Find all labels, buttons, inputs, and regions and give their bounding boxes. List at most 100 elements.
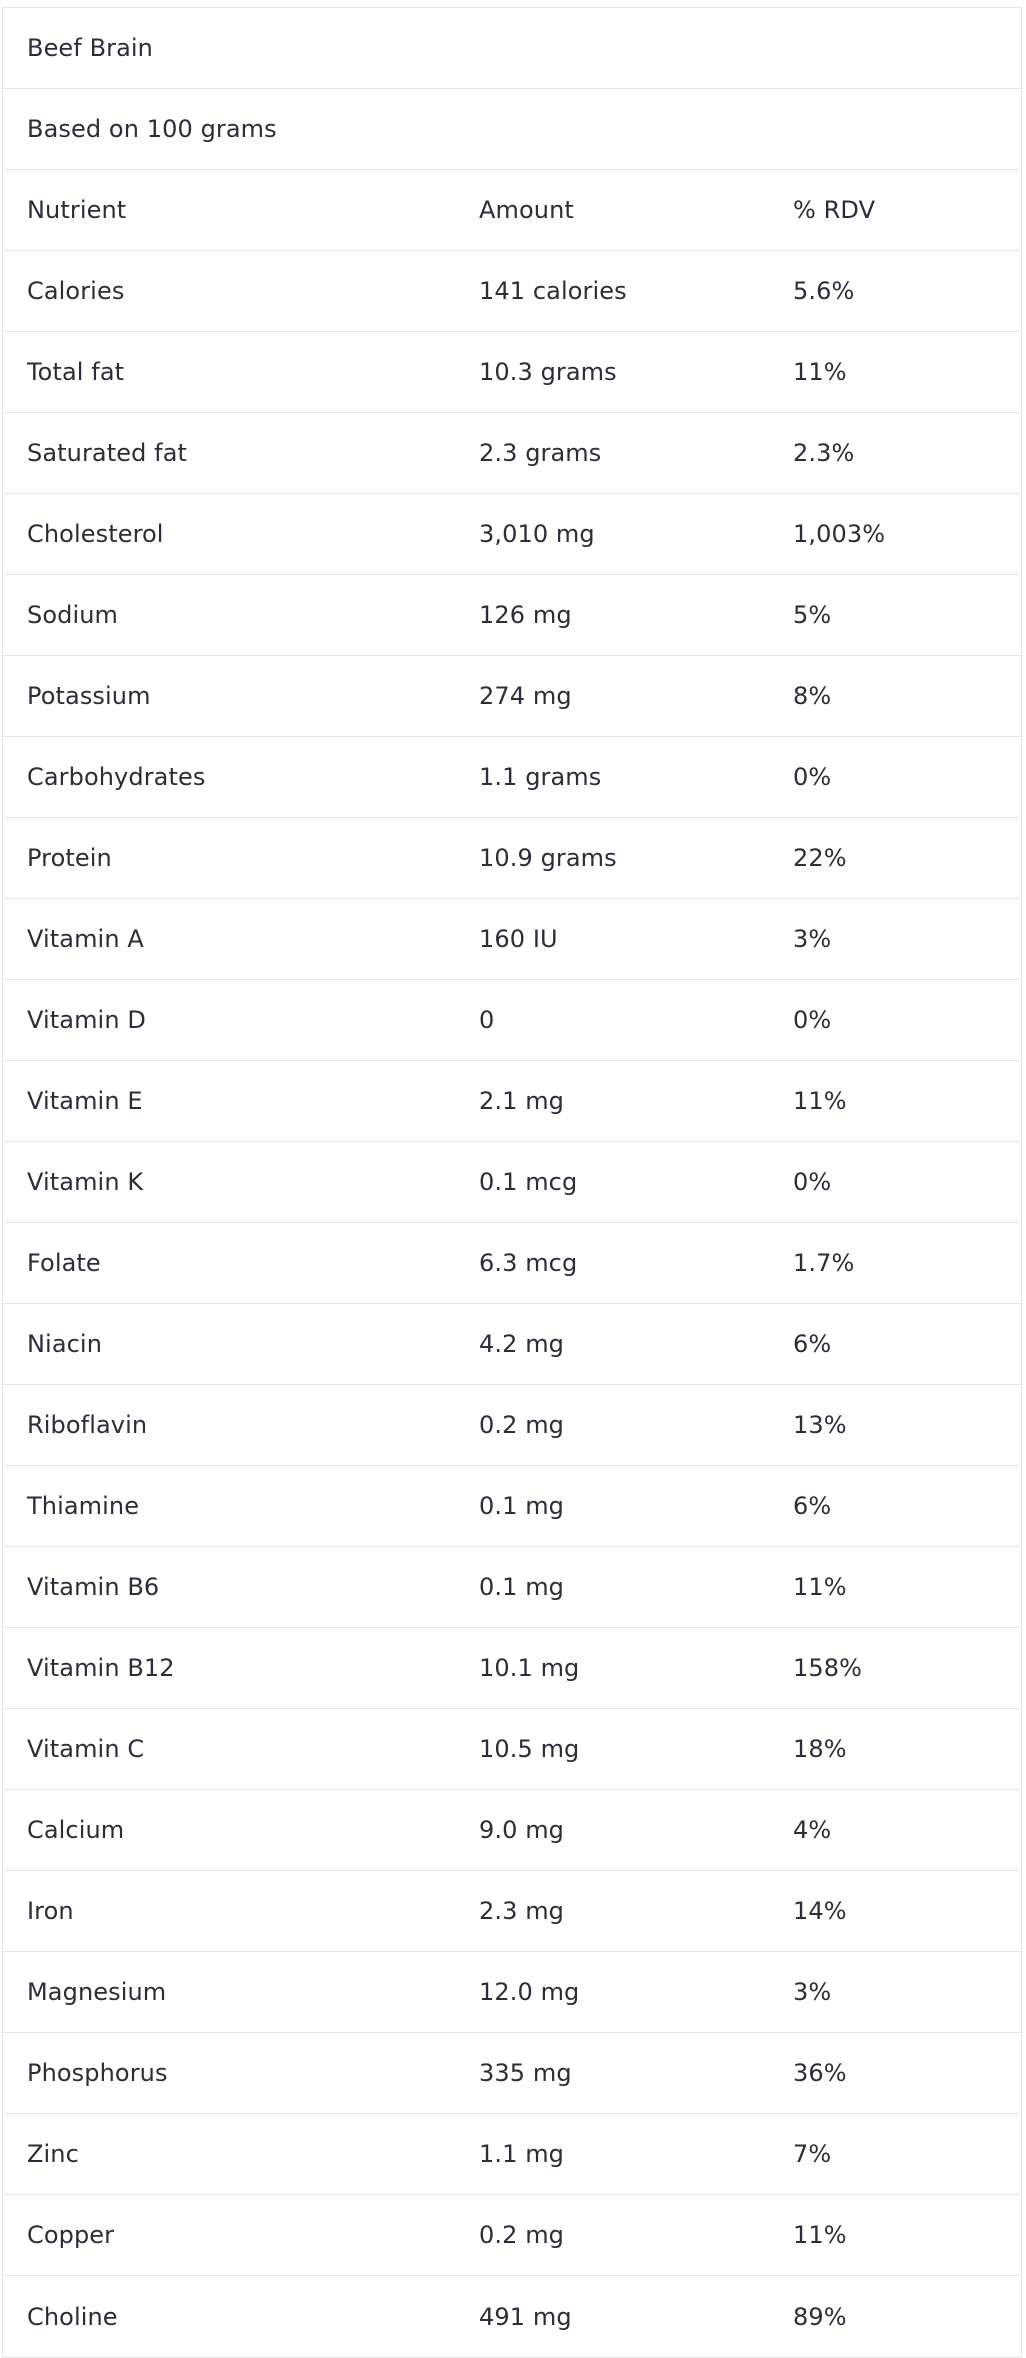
rdv-cell: 11% <box>793 1573 847 1601</box>
rdv-cell: 11% <box>793 358 847 386</box>
amount-cell: 0.2 mg <box>479 1411 565 1439</box>
table-row: Carbohydrates 1.1 grams 0% <box>3 737 1021 818</box>
amount-cell: 6.3 mcg <box>479 1249 578 1277</box>
amount-cell: 0.1 mg <box>479 1573 565 1601</box>
nutrition-table: Beef Brain Based on 100 grams Nutrient A… <box>2 7 1022 2358</box>
amount-cell: 10.1 mg <box>479 1654 580 1682</box>
table-subtitle: Based on 100 grams <box>27 115 277 143</box>
rdv-cell: 0% <box>793 1006 832 1034</box>
rdv-cell: 6% <box>793 1492 832 1520</box>
nutrient-cell: Potassium <box>27 682 151 710</box>
nutrient-cell: Calories <box>27 277 125 305</box>
table-row: Cholesterol 3,010 mg 1,003% <box>3 494 1021 575</box>
nutrient-cell: Niacin <box>27 1330 103 1358</box>
rdv-cell: 11% <box>793 1087 847 1115</box>
amount-cell: 9.0 mg <box>479 1816 565 1844</box>
table-row: Folate 6.3 mcg 1.7% <box>3 1223 1021 1304</box>
rdv-cell: 0% <box>793 763 832 791</box>
nutrient-cell: Sodium <box>27 601 119 629</box>
amount-cell: 1.1 mg <box>479 2140 565 2168</box>
nutrient-cell: Folate <box>27 1249 101 1277</box>
table-row: Thiamine 0.1 mg 6% <box>3 1466 1021 1547</box>
table-body: Calories 141 calories 5.6% Total fat 10.3 gr… <box>3 251 1021 2357</box>
rdv-cell: 3% <box>793 925 832 953</box>
table-row: Choline 491 mg 89% <box>3 2276 1021 2357</box>
rdv-cell: 11% <box>793 2221 847 2249</box>
table-row: Zinc 1.1 mg 7% <box>3 2114 1021 2195</box>
nutrient-cell: Iron <box>27 1897 74 1925</box>
rdv-cell: 4% <box>793 1816 832 1844</box>
amount-cell: 4.2 mg <box>479 1330 565 1358</box>
nutrient-cell: Vitamin K <box>27 1168 144 1196</box>
amount-cell: 2.1 mg <box>479 1087 565 1115</box>
nutrient-cell: Vitamin E <box>27 1087 143 1115</box>
table-title: Beef Brain <box>27 34 153 62</box>
amount-cell: 126 mg <box>479 601 572 629</box>
rdv-cell: 18% <box>793 1735 847 1763</box>
table-row: Vitamin C 10.5 mg 18% <box>3 1709 1021 1790</box>
table-row: Vitamin B12 10.1 mg 158% <box>3 1628 1021 1709</box>
header-rdv: % RDV <box>793 196 876 224</box>
amount-cell: 0 <box>479 1006 495 1034</box>
table-subtitle-row: Based on 100 grams <box>3 89 1021 170</box>
table-header-row: Nutrient Amount % RDV <box>3 170 1021 251</box>
rdv-cell: 13% <box>793 1411 847 1439</box>
rdv-cell: 22% <box>793 844 847 872</box>
nutrient-cell: Calcium <box>27 1816 125 1844</box>
amount-cell: 10.9 grams <box>479 844 617 872</box>
amount-cell: 141 calories <box>479 277 627 305</box>
header-nutrient: Nutrient <box>27 196 127 224</box>
table-row: Vitamin D 0 0% <box>3 980 1021 1061</box>
table-row: Saturated fat 2.3 grams 2.3% <box>3 413 1021 494</box>
nutrient-cell: Riboflavin <box>27 1411 148 1439</box>
nutrient-cell: Vitamin A <box>27 925 144 953</box>
rdv-cell: 1,003% <box>793 520 886 548</box>
rdv-cell: 14% <box>793 1897 847 1925</box>
nutrient-cell: Choline <box>27 2302 118 2331</box>
nutrient-cell: Carbohydrates <box>27 763 206 791</box>
nutrient-cell: Phosphorus <box>27 2059 168 2087</box>
amount-cell: 10.3 grams <box>479 358 617 386</box>
header-amount: Amount <box>479 196 574 224</box>
amount-cell: 1.1 grams <box>479 763 602 791</box>
table-title-row: Beef Brain <box>3 8 1021 89</box>
amount-cell: 12.0 mg <box>479 1978 580 2006</box>
amount-cell: 2.3 mg <box>479 1897 565 1925</box>
rdv-cell: 1.7% <box>793 1249 855 1277</box>
amount-cell: 491 mg <box>479 2302 572 2331</box>
nutrient-cell: Saturated fat <box>27 439 188 467</box>
amount-cell: 160 IU <box>479 925 558 953</box>
table-row: Protein 10.9 grams 22% <box>3 818 1021 899</box>
rdv-cell: 8% <box>793 682 832 710</box>
rdv-cell: 5.6% <box>793 277 855 305</box>
rdv-cell: 7% <box>793 2140 832 2168</box>
nutrient-cell: Copper <box>27 2221 115 2249</box>
rdv-cell: 158% <box>793 1654 863 1682</box>
table-row: Vitamin B6 0.1 mg 11% <box>3 1547 1021 1628</box>
nutrient-cell: Cholesterol <box>27 520 164 548</box>
table-row: Iron 2.3 mg 14% <box>3 1871 1021 1952</box>
amount-cell: 0.1 mcg <box>479 1168 578 1196</box>
rdv-cell: 36% <box>793 2059 847 2087</box>
amount-cell: 10.5 mg <box>479 1735 580 1763</box>
table-row: Phosphorus 335 mg 36% <box>3 2033 1021 2114</box>
rdv-cell: 3% <box>793 1978 832 2006</box>
rdv-cell: 5% <box>793 601 832 629</box>
table-row: Vitamin A 160 IU 3% <box>3 899 1021 980</box>
table-row: Vitamin K 0.1 mcg 0% <box>3 1142 1021 1223</box>
nutrient-cell: Vitamin B6 <box>27 1573 160 1601</box>
table-row: Sodium 126 mg 5% <box>3 575 1021 656</box>
rdv-cell: 89% <box>793 2302 847 2331</box>
table-row: Vitamin E 2.1 mg 11% <box>3 1061 1021 1142</box>
amount-cell: 0.1 mg <box>479 1492 565 1520</box>
table-row: Niacin 4.2 mg 6% <box>3 1304 1021 1385</box>
rdv-cell: 6% <box>793 1330 832 1358</box>
table-row: Calories 141 calories 5.6% <box>3 251 1021 332</box>
table-row: Magnesium 12.0 mg 3% <box>3 1952 1021 2033</box>
nutrient-cell: Vitamin C <box>27 1735 145 1763</box>
table-row: Copper 0.2 mg 11% <box>3 2195 1021 2276</box>
nutrient-cell: Protein <box>27 844 112 872</box>
table-row: Potassium 274 mg 8% <box>3 656 1021 737</box>
amount-cell: 335 mg <box>479 2059 572 2087</box>
nutrient-cell: Vitamin B12 <box>27 1654 175 1682</box>
